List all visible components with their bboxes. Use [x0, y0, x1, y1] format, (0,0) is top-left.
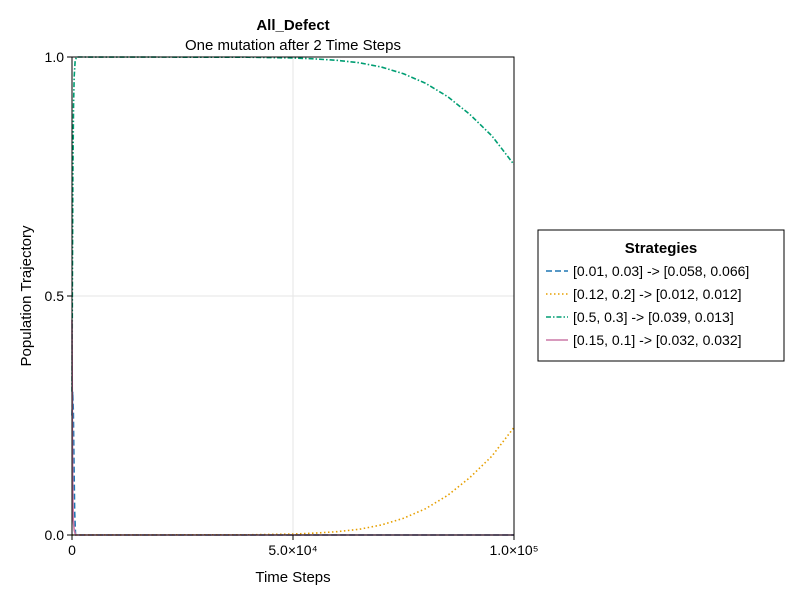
- legend-entries: [0.01, 0.03] -> [0.058, 0.066] [0.12, 0.2…: [546, 263, 749, 348]
- legend-title: Strategies: [625, 240, 698, 257]
- series-line-2: [71, 56, 515, 392]
- y-tick-label-2: 1.0: [45, 49, 65, 65]
- legend-label-1: [0.12, 0.2] -> [0.012, 0.012]: [573, 286, 742, 302]
- legend-label-3: [0.15, 0.1] -> [0.032, 0.032]: [573, 332, 742, 348]
- y-tick-label-0: 0.0: [45, 527, 65, 543]
- plot-area: 0 5.0×10⁴ 1.0×10⁵ 0.0 0.5 1.0: [45, 49, 539, 558]
- y-axis-ticks: 0.0 0.5 1.0: [45, 49, 72, 543]
- series-line-1: [71, 426, 515, 536]
- y-tick-label-1: 0.5: [45, 288, 65, 304]
- x-tick-label-1: 5.0×10⁴: [268, 542, 317, 558]
- legend-box: [537, 229, 785, 362]
- chart-title: All_Defect: [256, 17, 329, 34]
- x-axis-label: Time Steps: [255, 569, 330, 586]
- legend: Strategies [0.01, 0.03] -> [0.058, 0.066…: [537, 229, 785, 362]
- legend-label-0: [0.01, 0.03] -> [0.058, 0.066]: [573, 263, 749, 279]
- chart-subtitle: One mutation after 2 Time Steps: [185, 37, 401, 54]
- x-tick-label-2: 1.0×10⁵: [489, 542, 538, 558]
- x-tick-label-0: 0: [68, 542, 76, 558]
- legend-label-2: [0.5, 0.3] -> [0.039, 0.013]: [573, 309, 734, 325]
- x-axis-ticks: 0 5.0×10⁴ 1.0×10⁵: [68, 535, 539, 558]
- y-axis-label: Population Trajectory: [18, 225, 35, 366]
